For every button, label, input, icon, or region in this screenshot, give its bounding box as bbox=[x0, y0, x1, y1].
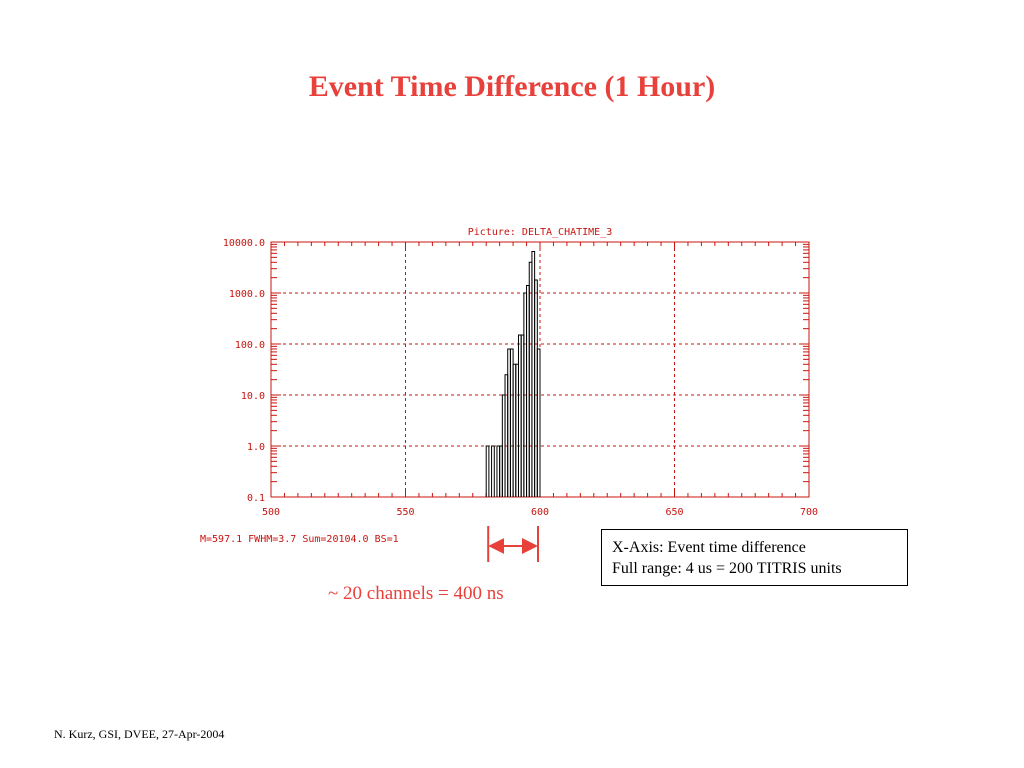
slide-title: Event Time Difference (1 Hour) bbox=[308, 70, 716, 103]
chart-title: Picture: DELTA_CHATIME_3 bbox=[468, 227, 613, 238]
x-tick-label: 650 bbox=[665, 507, 683, 518]
channels-note: ~ 20 channels = 400 ns bbox=[328, 583, 504, 604]
chart-stats: M=597.1 FWHM=3.7 Sum=20104.0 BS=1 bbox=[200, 534, 399, 545]
x-tick-label: 500 bbox=[262, 507, 280, 518]
y-tick-label: 10.0 bbox=[241, 391, 265, 402]
y-tick-label: 0.1 bbox=[247, 493, 265, 504]
x-tick-label: 700 bbox=[800, 507, 818, 518]
footer-credit: N. Kurz, GSI, DVEE, 27-Apr-2004 bbox=[54, 727, 225, 741]
x-tick-label: 550 bbox=[396, 507, 414, 518]
y-tick-label: 10000.0 bbox=[223, 238, 265, 249]
y-tick-label: 1.0 bbox=[247, 442, 265, 453]
histogram-bin bbox=[485, 445, 490, 497]
y-tick-label: 100.0 bbox=[235, 340, 265, 351]
axis-annotation-box: X-Axis: Event time difference Full range… bbox=[601, 529, 908, 586]
x-tick-label: 600 bbox=[531, 507, 549, 518]
y-tick-label: 1000.0 bbox=[229, 289, 265, 300]
annotation-line-xaxis: X-Axis: Event time difference bbox=[612, 539, 806, 556]
histogram-bin bbox=[536, 348, 541, 497]
annotation-line-range: Full range: 4 us = 200 TITRIS units bbox=[612, 560, 842, 577]
histogram-bin bbox=[491, 445, 495, 497]
